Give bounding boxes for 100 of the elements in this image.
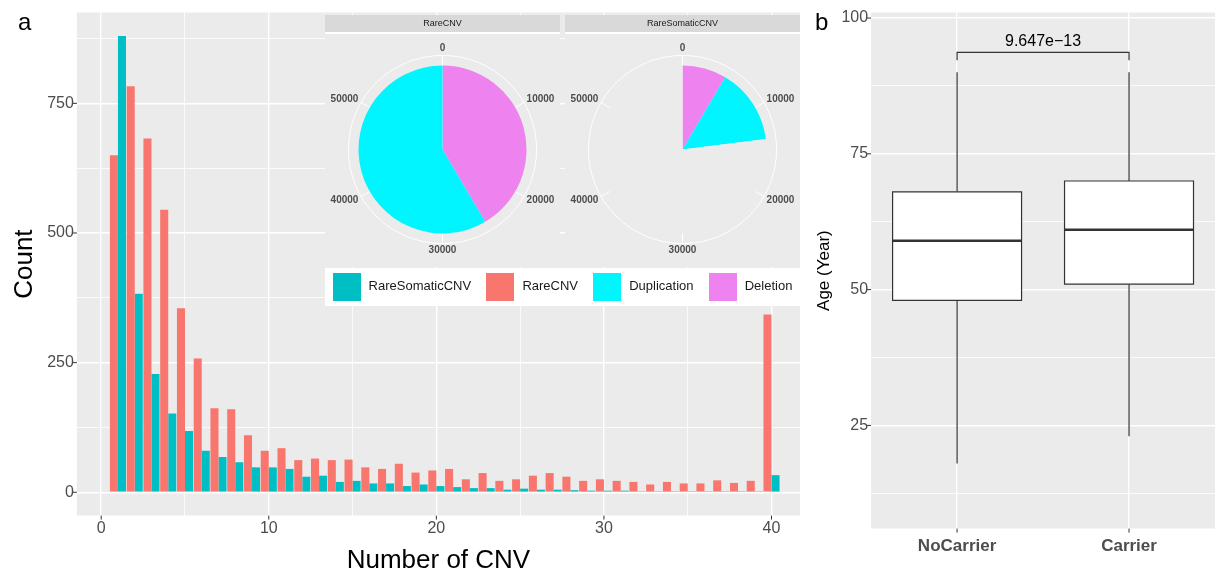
x-tick-label: 40 (762, 518, 781, 536)
bar (771, 475, 780, 492)
bar (486, 488, 495, 492)
bar (160, 209, 169, 492)
x-tick-label: NoCarrier (917, 536, 997, 556)
y-tick-label: 50 (850, 280, 869, 298)
bar (168, 413, 177, 492)
text: b (815, 8, 829, 36)
annotation: 40000 (570, 193, 599, 205)
bar (428, 470, 437, 492)
annotation: 50000 (570, 92, 599, 104)
bar (302, 476, 311, 492)
bar (629, 481, 638, 492)
y-tick-label: 100 (841, 8, 869, 26)
y-tick-label: 250 (47, 353, 74, 371)
bar (252, 467, 261, 492)
legend-label: RareSomaticCNV (367, 277, 472, 296)
bar (662, 481, 671, 492)
legend-label: Deletion (743, 277, 793, 296)
x-axis-title: Number of CNV (346, 543, 531, 574)
legend-label: Duplication (628, 277, 694, 296)
bar (268, 467, 277, 492)
bar (227, 409, 236, 492)
bar (696, 483, 705, 492)
bar (579, 480, 588, 492)
y-tick-label: 750 (47, 93, 74, 111)
bar (327, 460, 336, 492)
bar (184, 431, 194, 492)
annotation: 20000 (526, 193, 555, 205)
bar (512, 479, 521, 492)
bar (201, 450, 210, 492)
annotation: 10000 (766, 92, 795, 104)
bar (763, 314, 772, 492)
bar (520, 488, 529, 492)
x-tick-label: 10 (259, 518, 278, 536)
bar (285, 468, 294, 492)
x-tick-label: 30 (595, 518, 613, 536)
bar (218, 457, 227, 492)
bar (344, 459, 353, 492)
chart-title: RareSomaticCNV (565, 15, 800, 32)
annotation: 9.647e−13 (1005, 31, 1082, 49)
bar (260, 450, 269, 492)
bar (612, 480, 621, 492)
bar (646, 484, 655, 492)
bar (143, 138, 152, 492)
bar (478, 473, 487, 492)
legend-label: RareCNV (521, 277, 578, 296)
bar (469, 488, 478, 492)
annotation: 0 (439, 42, 446, 54)
bar (319, 475, 328, 492)
chart-title: RareCNV (325, 15, 560, 32)
bar (176, 308, 185, 492)
bar (126, 86, 135, 492)
annotation: 30000 (668, 244, 697, 256)
bar (411, 472, 420, 492)
bar (495, 480, 504, 492)
y-tick-label: 25 (850, 415, 869, 433)
y-tick-label: 500 (47, 223, 74, 241)
bar (453, 487, 462, 492)
bar (386, 483, 395, 492)
annotation: 30000 (428, 244, 457, 256)
bar (117, 35, 126, 492)
bar (369, 483, 378, 492)
bar (562, 476, 571, 492)
annotation: 0 (679, 42, 686, 54)
bar (361, 467, 370, 492)
y-tick-label: 0 (64, 482, 74, 500)
bar (335, 481, 344, 492)
bar (419, 484, 428, 492)
bar (210, 408, 219, 492)
text: a (18, 8, 32, 36)
x-tick-label: 20 (427, 518, 446, 536)
y-axis-title: Count (7, 228, 38, 299)
annotation: 40000 (330, 193, 359, 205)
bar (545, 473, 554, 492)
bar (461, 479, 470, 492)
bar (595, 479, 604, 492)
bar (394, 463, 403, 492)
bar (134, 293, 143, 492)
y-tick-label: 75 (850, 144, 869, 162)
bar (151, 374, 160, 492)
x-tick-label: Carrier (1101, 536, 1158, 556)
bar (277, 448, 286, 492)
bar (679, 483, 688, 492)
bar (402, 486, 411, 492)
bar (528, 475, 537, 492)
bar (193, 358, 202, 492)
bar (235, 462, 244, 492)
bar (109, 155, 118, 492)
bar (294, 460, 303, 492)
y-axis-title: Age (Year) (813, 230, 833, 311)
bar (729, 482, 738, 492)
annotation: 20000 (766, 193, 795, 205)
bar (352, 480, 361, 492)
annotation: 10000 (526, 92, 555, 104)
x-tick-label: 0 (96, 518, 106, 536)
bar (746, 480, 755, 492)
bar (378, 468, 387, 492)
bar (311, 458, 320, 492)
bar (436, 486, 445, 492)
